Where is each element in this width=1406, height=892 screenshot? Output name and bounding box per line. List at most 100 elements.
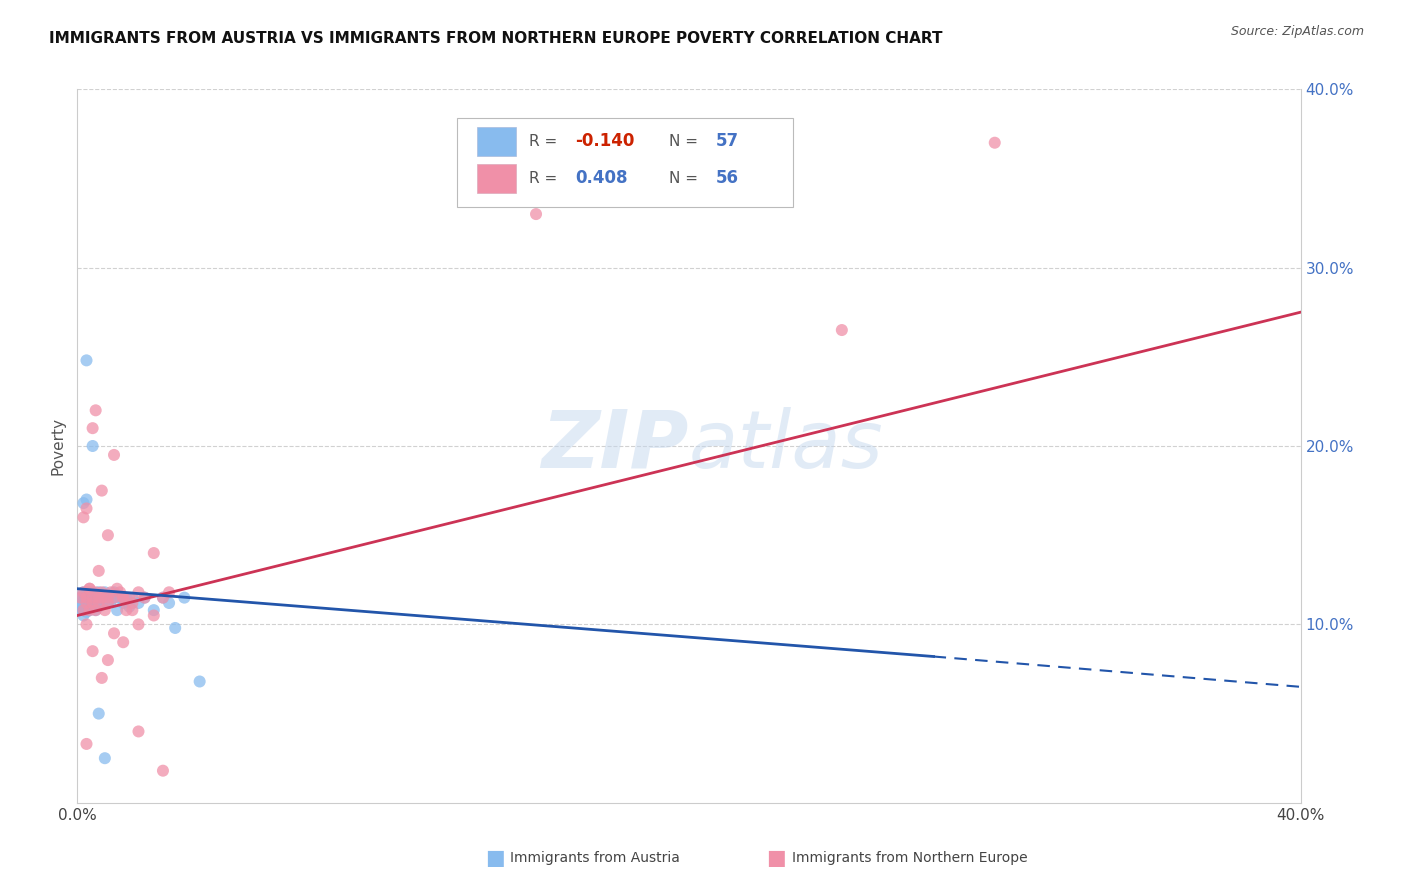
Text: 57: 57	[716, 132, 740, 150]
Point	[94, 585, 117, 599]
Point	[79, 603, 101, 617]
Text: N =: N =	[669, 134, 703, 149]
Point	[84, 603, 107, 617]
Bar	[477, 164, 516, 193]
Point	[97, 596, 120, 610]
Point	[84, 596, 107, 610]
Text: Immigrants from Austria: Immigrants from Austria	[510, 851, 681, 865]
Point	[94, 603, 117, 617]
Point	[76, 353, 98, 368]
Point	[134, 591, 156, 605]
Point	[90, 483, 112, 498]
Point	[128, 724, 150, 739]
Point	[97, 653, 120, 667]
Point	[103, 626, 125, 640]
Point	[90, 591, 112, 605]
Point	[105, 582, 128, 596]
Text: 56: 56	[716, 169, 738, 187]
Point	[105, 603, 128, 617]
Point	[100, 585, 122, 599]
Point	[87, 591, 110, 605]
Point	[72, 585, 94, 599]
Point	[82, 585, 104, 599]
Point	[69, 591, 91, 605]
Point	[82, 594, 104, 608]
Point	[94, 751, 117, 765]
Point	[79, 582, 101, 596]
Point	[76, 605, 98, 619]
Text: R =: R =	[529, 134, 562, 149]
Point	[79, 596, 101, 610]
Point	[72, 594, 94, 608]
Point	[112, 591, 135, 605]
Point	[112, 596, 135, 610]
Point	[90, 591, 112, 605]
Text: Immigrants from Northern Europe: Immigrants from Northern Europe	[792, 851, 1028, 865]
Point	[79, 585, 101, 599]
Point	[87, 591, 110, 605]
Point	[118, 591, 141, 605]
Point	[72, 603, 94, 617]
Point	[142, 546, 165, 560]
Point	[97, 591, 120, 605]
Point	[72, 608, 94, 623]
Point	[87, 585, 110, 599]
Text: -0.140: -0.140	[575, 132, 634, 150]
Point	[69, 591, 91, 605]
Point	[84, 603, 107, 617]
Point	[108, 585, 131, 599]
Point	[79, 591, 101, 605]
Point	[76, 596, 98, 610]
Point	[72, 585, 94, 599]
Point	[152, 764, 174, 778]
Point	[82, 421, 104, 435]
Point	[82, 644, 104, 658]
Point	[79, 582, 101, 596]
Point	[103, 448, 125, 462]
Point	[76, 585, 98, 599]
Point	[94, 591, 117, 605]
Text: ■: ■	[485, 848, 505, 868]
Bar	[477, 127, 516, 155]
Point	[72, 603, 94, 617]
Point	[82, 591, 104, 605]
Point	[90, 671, 112, 685]
Point	[121, 603, 143, 617]
Point	[108, 591, 131, 605]
Point	[112, 591, 135, 605]
Point	[121, 591, 143, 605]
Point	[97, 596, 120, 610]
Point	[97, 528, 120, 542]
Point	[97, 591, 120, 605]
Point	[76, 737, 98, 751]
Point	[152, 591, 174, 605]
Point	[100, 594, 122, 608]
Point	[128, 596, 150, 610]
Point	[831, 323, 853, 337]
Point	[103, 591, 125, 605]
Y-axis label: Poverty: Poverty	[51, 417, 66, 475]
Point	[128, 617, 150, 632]
Point	[87, 564, 110, 578]
Point	[984, 136, 1007, 150]
Point	[142, 608, 165, 623]
Text: ZIP: ZIP	[541, 407, 689, 485]
Point	[188, 674, 211, 689]
Point	[72, 510, 94, 524]
Point	[121, 596, 143, 610]
Point	[82, 599, 104, 614]
Text: Source: ZipAtlas.com: Source: ZipAtlas.com	[1230, 25, 1364, 38]
Text: ■: ■	[766, 848, 786, 868]
Point	[72, 591, 94, 605]
Text: atlas: atlas	[689, 407, 884, 485]
Point	[76, 591, 98, 605]
Point	[87, 596, 110, 610]
Point	[173, 591, 195, 605]
Point	[112, 635, 135, 649]
FancyBboxPatch shape	[457, 118, 793, 207]
Point	[134, 591, 156, 605]
Point	[165, 621, 187, 635]
Text: R =: R =	[529, 171, 562, 186]
Point	[87, 706, 110, 721]
Point	[103, 591, 125, 605]
